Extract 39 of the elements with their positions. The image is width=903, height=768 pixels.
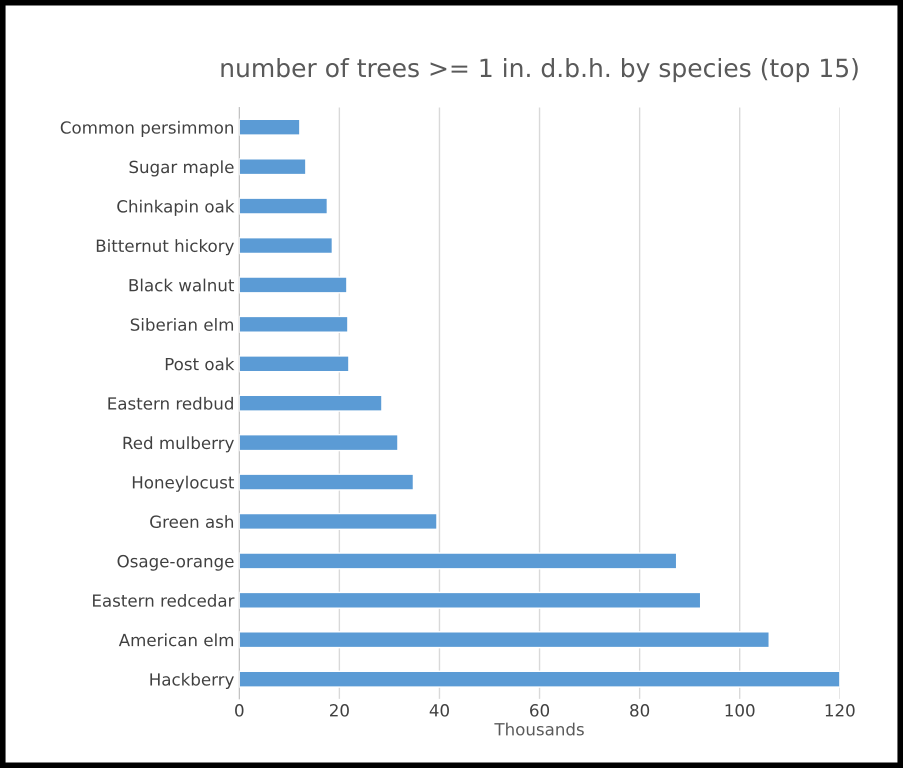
y-tick-label: Osage-orange: [118, 554, 234, 571]
bar: [239, 512, 438, 530]
x-tick-label: 80: [630, 704, 650, 717]
bar: [239, 355, 350, 372]
y-tick-label: Post oak: [166, 357, 234, 370]
bar: [239, 276, 348, 294]
bar: [239, 198, 328, 215]
y-tick-label: Green ash: [150, 515, 234, 528]
y-tick-label: Black walnut: [130, 278, 234, 292]
x-tick-label: 20: [330, 704, 349, 717]
y-tick-label: Common persimmon: [60, 120, 234, 138]
bar: [239, 394, 383, 412]
y-tick-label: Red mulberry: [124, 436, 234, 452]
y-tick-label: Bitternut hickory: [96, 239, 234, 256]
x-tick-label: 0: [235, 704, 244, 717]
bar: [239, 434, 399, 452]
y-tick-label: Hackberry: [150, 672, 234, 689]
y-tick-label: American elm: [118, 633, 234, 646]
x-tick-label: 100: [726, 704, 755, 717]
y-tick-label: Sugar maple: [130, 160, 234, 176]
x-tick-label: 120: [826, 704, 855, 717]
bar: [239, 631, 770, 648]
x-tick-label: 40: [430, 704, 449, 717]
bar: [239, 316, 349, 333]
bar: [239, 236, 334, 254]
bar: [239, 158, 307, 176]
bar: [239, 552, 678, 570]
chart-title: number of trees >= 1 in. d.b.h. by species (top 15): [221, 58, 858, 82]
y-tick-label: Siberian elm: [130, 318, 234, 331]
y-tick-label: Eastern redcedar: [93, 594, 234, 607]
bar: [239, 118, 301, 136]
bar: [239, 473, 414, 491]
y-tick-label: Eastern redbud: [108, 396, 233, 410]
x-tick-label: 60: [530, 704, 550, 717]
bar: [239, 670, 840, 688]
y-tick-label: Chinkapin oak: [117, 200, 234, 216]
y-tick-label: Honeylocust: [132, 476, 234, 492]
x-axis-title: Thousands: [494, 722, 584, 736]
bar: [239, 592, 702, 609]
